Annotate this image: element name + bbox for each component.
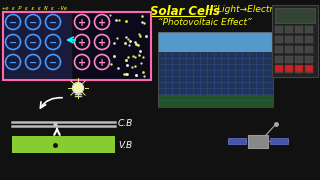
Text: +: + — [78, 57, 86, 68]
Text: +: + — [78, 17, 86, 28]
Text: −: − — [49, 17, 57, 28]
Bar — [295, 26, 303, 33]
Bar — [305, 66, 313, 73]
Text: −: − — [49, 37, 57, 48]
Text: C.B: C.B — [118, 120, 133, 129]
Text: +: + — [98, 37, 106, 48]
Text: V.B: V.B — [118, 141, 132, 150]
Bar — [275, 8, 315, 23]
Bar — [275, 65, 283, 72]
Bar — [275, 66, 283, 73]
Bar — [295, 46, 303, 53]
Text: Solar Cells: Solar Cells — [150, 5, 220, 18]
Bar — [295, 36, 303, 43]
Bar — [158, 32, 273, 52]
Bar — [248, 135, 268, 148]
Bar — [305, 56, 313, 63]
Bar — [275, 36, 283, 43]
Text: →“Light→Electricity”: →“Light→Electricity” — [206, 5, 298, 14]
Bar — [305, 26, 313, 33]
Bar — [305, 65, 313, 72]
Text: −: − — [9, 17, 17, 28]
Bar — [275, 56, 283, 63]
Bar — [285, 46, 293, 53]
Bar — [228, 138, 246, 144]
Bar — [275, 26, 283, 33]
Text: −: − — [9, 37, 17, 48]
Bar — [158, 52, 273, 107]
Bar — [285, 66, 293, 73]
Bar — [295, 66, 303, 73]
Bar — [295, 56, 303, 63]
Text: +: + — [98, 17, 106, 28]
Text: −: − — [9, 57, 17, 68]
Text: −: − — [49, 57, 57, 68]
Bar — [272, 5, 318, 77]
Bar — [305, 36, 313, 43]
Text: “Photovoltaic Effect”: “Photovoltaic Effect” — [158, 18, 252, 27]
Bar — [285, 65, 293, 72]
Bar — [158, 95, 273, 107]
Bar — [73, 13, 151, 79]
Text: +e ε P ε ε ε N ε -Ve: +e ε P ε ε ε N ε -Ve — [2, 6, 67, 11]
Bar — [305, 46, 313, 53]
Bar — [4, 13, 72, 79]
Bar — [3, 12, 151, 80]
Bar — [158, 32, 273, 107]
Text: −: − — [29, 57, 37, 68]
Bar — [270, 138, 288, 144]
Bar — [12, 136, 115, 153]
Bar — [285, 26, 293, 33]
Bar — [285, 56, 293, 63]
Bar — [295, 65, 303, 72]
Text: +: + — [98, 57, 106, 68]
Text: −: − — [29, 17, 37, 28]
Bar — [275, 46, 283, 53]
Bar — [285, 36, 293, 43]
Text: −: − — [29, 37, 37, 48]
Text: +: + — [78, 37, 86, 48]
Circle shape — [73, 82, 84, 93]
